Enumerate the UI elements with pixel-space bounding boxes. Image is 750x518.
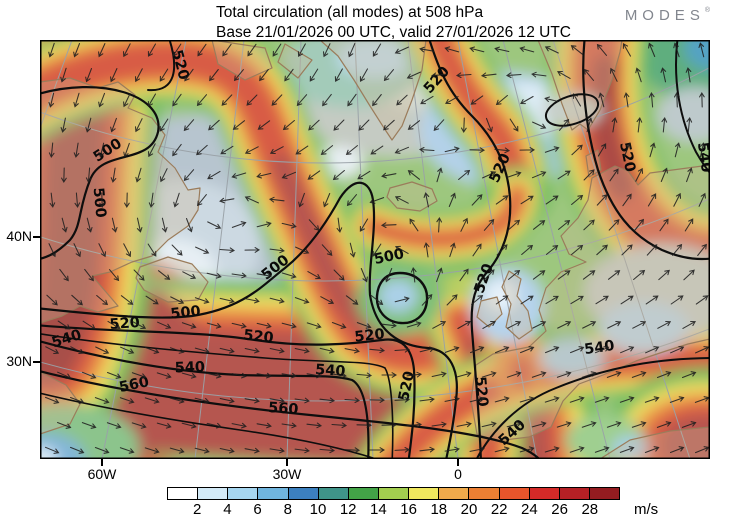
colorbar-tick-label: 22: [490, 501, 508, 518]
colorbar-cell: [438, 488, 469, 499]
x-axis-tick: [457, 459, 459, 466]
contour-label: 520: [354, 326, 386, 345]
chart-title: Total circulation (all modes) at 508 hPa…: [216, 3, 571, 43]
colorbar-tick-label: 8: [283, 501, 292, 518]
registered-mark-icon: ®: [704, 7, 710, 14]
colorbar-cell: [257, 488, 288, 499]
contour-label: 540: [315, 362, 346, 380]
coastlines: [39, 39, 711, 460]
colorbar-cell: [408, 488, 439, 499]
contour-label: 520: [472, 376, 491, 408]
colorbar-tick-label: 24: [521, 501, 538, 518]
contour-label: 520: [243, 327, 275, 346]
y-axis-label: 40N: [6, 228, 32, 244]
title-line-1: Total circulation (all modes) at 508 hPa: [216, 4, 484, 21]
contour-label: 540: [174, 359, 205, 376]
colorbar-tick-label: 18: [430, 501, 448, 518]
colorbar-cell: [528, 488, 559, 499]
title-line-2: Base 21/01/2026 00 UTC, valid 27/01/2026…: [216, 24, 572, 41]
contour-label: 520: [396, 370, 418, 403]
colorbar-cell: [197, 488, 228, 499]
colorbar-cell: [558, 488, 589, 499]
x-axis-tick: [286, 459, 288, 466]
contour-lines: [33, 33, 719, 470]
wind-arrows: [44, 42, 710, 454]
contour-label: 500: [170, 303, 202, 322]
x-axis-label: 30W: [272, 466, 302, 482]
colorbar-cell: [317, 488, 348, 499]
colorbar-unit-label: m/s: [634, 501, 659, 518]
colorbar-cell: [168, 488, 198, 499]
colorbar-cell: [468, 488, 499, 499]
contour-label: 520: [168, 48, 191, 81]
colorbar-tick-label: 20: [460, 501, 478, 518]
y-axis-tick: [33, 361, 40, 363]
wind-arrow-field: [44, 42, 710, 454]
colorbar-tick-label: 16: [400, 501, 417, 518]
contour-label: 500: [90, 187, 109, 219]
x-axis-tick: [101, 459, 103, 466]
colorbar-cell: [287, 488, 318, 499]
x-axis-label: 60W: [87, 466, 117, 482]
colorbar-tick-label: 26: [551, 501, 568, 518]
colorbar-cell: [377, 488, 409, 499]
colorbar-tick-label: 28: [581, 501, 599, 518]
modes-logo: MODES®: [624, 7, 710, 24]
colorbar-tick-label: 10: [309, 501, 327, 518]
colorbar-cell: [227, 488, 258, 499]
contour-label: 520: [109, 315, 140, 333]
colorbar-cell: [347, 488, 378, 499]
contour-label: 500: [373, 246, 406, 268]
contour-label: 540: [583, 338, 615, 358]
map-border: [40, 40, 710, 459]
closed-contour-scandinavia: [544, 93, 600, 127]
colorbar-tick-label: 14: [370, 501, 387, 518]
contour-label: 560: [118, 374, 151, 396]
colorbar-cell: [498, 488, 529, 499]
colorbar-tick-label: 2: [193, 501, 202, 518]
contour-label: 560: [268, 400, 299, 418]
colorbar: [167, 487, 620, 500]
x-axis-label: 0: [454, 466, 462, 482]
colorbar-tick-label: 6: [253, 501, 262, 518]
y-axis-tick: [33, 236, 40, 238]
closed-low-contour: [375, 271, 429, 325]
colorbar-tick-label: 4: [223, 501, 232, 518]
colorbar-cell: [588, 488, 620, 499]
y-axis-label: 30N: [6, 353, 32, 369]
contour-label: 520: [616, 141, 638, 174]
colorbar-tick-label: 12: [339, 501, 357, 518]
